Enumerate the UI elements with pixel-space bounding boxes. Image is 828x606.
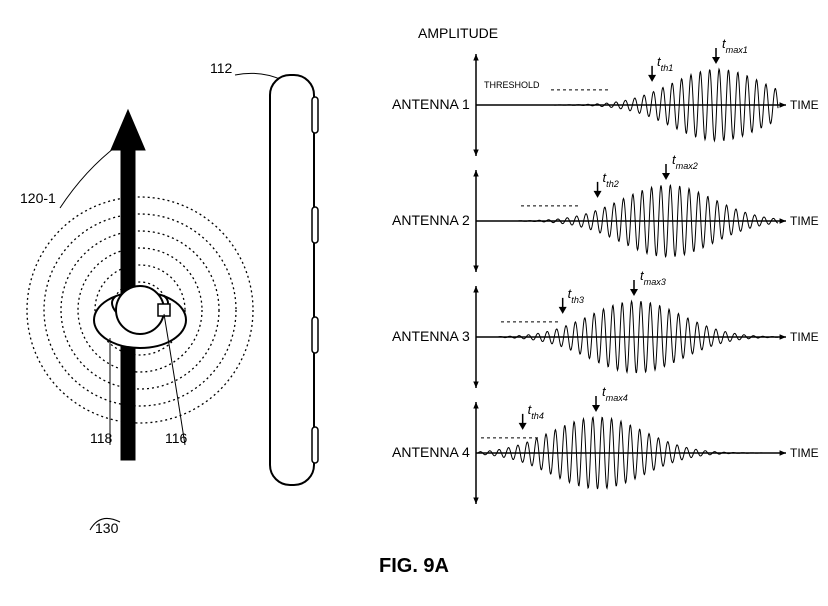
figure-label: FIG. 9A	[0, 555, 828, 578]
svg-text:tmax2: tmax2	[672, 152, 698, 171]
svg-text:ANTENNA 1: ANTENNA 1	[392, 96, 470, 112]
svg-text:TIME: TIME	[790, 330, 819, 344]
svg-text:TIME: TIME	[790, 446, 819, 460]
antenna-bump	[312, 97, 318, 133]
svg-text:tth3: tth3	[568, 286, 584, 305]
direction-arrow	[111, 110, 145, 460]
antenna-bump	[312, 207, 318, 243]
antenna-bump	[312, 427, 318, 463]
callout-person: 118	[90, 430, 112, 446]
svg-text:tth1: tth1	[657, 54, 673, 73]
callout-pedestal: 112	[210, 60, 232, 76]
right-panel-svg: AMPLITUDE TIME ANTENNA 1 THRESHOLD tth1 tmax1…	[388, 20, 828, 530]
antenna-row: TIME ANTENNA 1 THRESHOLD tth1 tmax1	[392, 36, 819, 156]
antenna-bump	[312, 317, 318, 353]
svg-text:tth4: tth4	[528, 402, 544, 421]
svg-text:ANTENNA 3: ANTENNA 3	[392, 328, 470, 344]
svg-text:tmax3: tmax3	[640, 268, 666, 287]
svg-text:TIME: TIME	[790, 214, 819, 228]
callout-system: 130	[95, 520, 118, 536]
svg-text:THRESHOLD: THRESHOLD	[484, 80, 540, 90]
antenna-row: TIME ANTENNA 2 tth2 tmax2	[392, 152, 819, 272]
svg-text:ANTENNA 4: ANTENNA 4	[392, 444, 470, 460]
left-panel-svg	[10, 20, 380, 540]
svg-text:AMPLITUDE: AMPLITUDE	[418, 25, 498, 41]
svg-text:tth2: tth2	[603, 170, 619, 189]
antenna-row: TIME ANTENNA 4 tth4 tmax4	[392, 384, 819, 504]
svg-text:tmax4: tmax4	[602, 384, 628, 403]
pedestal	[270, 75, 314, 485]
page: 112 120-1 116 118 130 AMPLITUDE TIME ANTEN…	[0, 0, 828, 606]
svg-text:TIME: TIME	[790, 98, 819, 112]
callout-tag: 116	[165, 430, 187, 446]
antenna-row: TIME ANTENNA 3 tth3 tmax3	[392, 268, 819, 388]
callout-arrow: 120-1	[20, 190, 56, 206]
svg-text:tmax1: tmax1	[722, 36, 748, 55]
svg-text:ANTENNA 2: ANTENNA 2	[392, 212, 470, 228]
person-head	[116, 286, 164, 334]
